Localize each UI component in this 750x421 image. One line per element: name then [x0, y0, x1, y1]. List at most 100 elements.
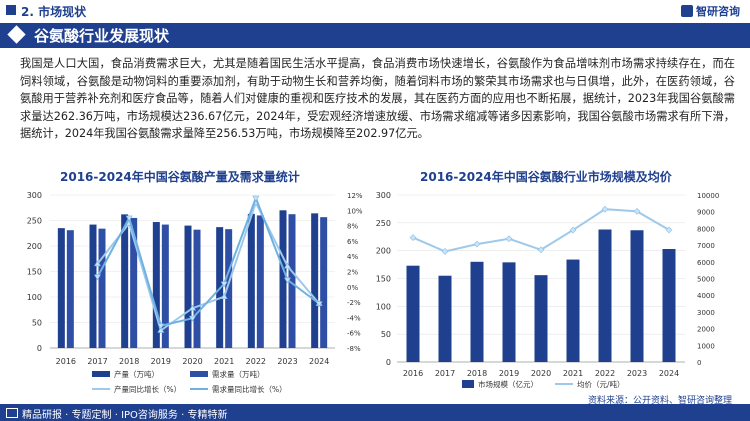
bar-demand	[130, 217, 138, 348]
bar-market-size	[534, 275, 548, 362]
x-tick: 2018	[467, 369, 487, 378]
y-right-tick: 4000	[697, 292, 715, 300]
bar-production	[121, 214, 129, 348]
marker-average-price	[505, 235, 513, 243]
legend-swatch-market-size	[462, 380, 474, 388]
y-right-tick: -2%	[347, 299, 361, 307]
brand: 智研咨询	[681, 3, 740, 19]
marker-average-price	[409, 234, 417, 242]
y-right-tick: 10%	[347, 207, 363, 215]
y-left-tick: 250	[27, 217, 42, 226]
y-right-tick: 12%	[347, 192, 363, 200]
footer-logo-icon	[6, 408, 18, 418]
marker-production-growth	[220, 293, 228, 300]
x-tick: 2016	[56, 357, 76, 366]
marker-production-growth	[188, 304, 197, 311]
y-left-tick: 200	[376, 247, 391, 256]
bar-market-size	[502, 262, 516, 362]
x-tick: 2023	[627, 369, 647, 378]
y-right-tick: 10000	[697, 192, 719, 200]
y-right-tick: 0	[697, 359, 701, 367]
marker-average-price	[473, 240, 481, 248]
x-tick: 2023	[277, 357, 297, 366]
x-tick: 2017	[87, 357, 107, 366]
marker-demand-growth	[188, 315, 197, 322]
bar-production	[311, 213, 319, 348]
marker-demand-growth	[252, 195, 260, 202]
x-tick: 2020	[182, 357, 202, 366]
y-left-tick: 0	[37, 344, 42, 353]
bar-demand	[288, 214, 296, 348]
marker-average-price	[601, 205, 609, 213]
y-right-tick: 0%	[347, 284, 358, 292]
line-demand-growth	[96, 195, 320, 328]
legend-swatch-demand	[190, 371, 208, 377]
y-right-tick: 3000	[697, 309, 715, 317]
bar-market-size	[598, 229, 612, 362]
bar-market-size	[438, 275, 452, 362]
y-right-tick: -8%	[347, 345, 361, 353]
marker-production-growth	[93, 260, 102, 267]
y-right-tick: 1000	[697, 342, 715, 350]
x-tick: 2024	[309, 357, 329, 366]
bar-demand	[161, 224, 169, 348]
y-right-tick: 2%	[347, 269, 358, 277]
marker-demand-growth	[315, 301, 323, 308]
x-tick: 2021	[214, 357, 234, 366]
marker-production-growth	[157, 326, 165, 333]
x-tick: 2020	[531, 369, 551, 378]
bar-market-size	[630, 230, 644, 362]
legend-label-production: 产量（万吨）	[114, 369, 159, 379]
bar-production	[184, 225, 192, 348]
x-tick: 2019	[499, 369, 519, 378]
y-left-tick: 250	[376, 219, 391, 228]
y-left-tick: 100	[376, 302, 391, 311]
y-left-tick: 150	[27, 268, 42, 277]
footer-text: 精品研报 · 专题定制 · IPO咨询服务 · 专精特新	[22, 410, 228, 421]
y-right-tick: -6%	[347, 330, 361, 338]
marker-average-price	[665, 226, 673, 234]
chart1-svg: 0 50 100 150 200 250 300 -8% -6% -4% -2% 0% 2% 4% 6% 8%…	[27, 191, 363, 394]
marker-average-price	[537, 246, 545, 254]
bar-demand	[193, 229, 201, 348]
y-right-tick: -4%	[347, 314, 361, 322]
chart2-title: 2016-2024年中国谷氨酸行业市场规模及均价	[420, 170, 672, 184]
bar-market-size	[406, 265, 420, 362]
y-right-tick: 8000	[697, 225, 715, 233]
bar-market-size	[566, 259, 580, 362]
legend-label-demand-growth: 需求量同比增长（%）	[212, 384, 287, 394]
footer-bar	[0, 404, 750, 421]
marker-demand-growth	[93, 274, 102, 281]
y-left-tick: 0	[386, 358, 391, 367]
y-right-tick: 6000	[697, 259, 715, 267]
x-tick: 2016	[403, 369, 423, 378]
y-right-tick: 9000	[697, 209, 715, 217]
bar-production	[279, 210, 287, 348]
marker-demand-growth	[220, 281, 228, 288]
legend-label-market-size: 市场规模（亿元）	[478, 379, 538, 389]
y-right-tick: 2000	[697, 326, 715, 334]
title-bar	[0, 23, 750, 48]
chart2-svg: 0501001502002503000100020003000400050006…	[376, 191, 720, 389]
marker-average-price	[569, 226, 577, 234]
brand-logo-icon	[681, 5, 693, 17]
bar-demand	[320, 217, 328, 348]
bar-demand	[256, 215, 264, 348]
legend-label-production-growth: 产量同比增长（%）	[114, 384, 181, 394]
y-left-tick: 300	[376, 191, 391, 200]
y-left-tick: 100	[27, 293, 42, 302]
x-tick: 2022	[246, 357, 266, 366]
x-tick: 2019	[151, 357, 171, 366]
y-left-tick: 50	[381, 330, 391, 339]
bar-production	[247, 213, 255, 348]
bar-demand	[66, 230, 74, 348]
x-tick: 2024	[659, 369, 679, 378]
marker-average-price	[441, 248, 449, 255]
y-left-tick: 200	[27, 242, 42, 251]
bar-production	[152, 222, 160, 348]
y-right-tick: 7000	[697, 242, 715, 250]
x-tick: 2017	[435, 369, 455, 378]
y-left-tick: 300	[27, 191, 42, 200]
marker-demand-growth	[125, 215, 133, 222]
